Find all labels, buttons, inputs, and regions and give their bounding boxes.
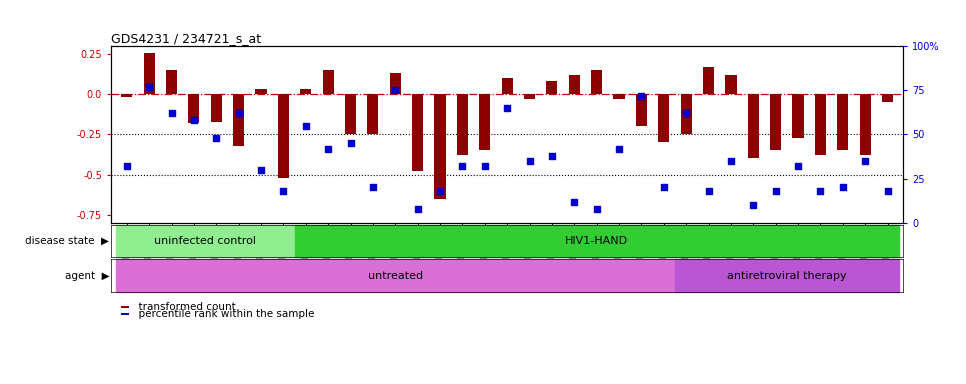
Point — [253, 167, 269, 173]
Bar — [116, 225, 295, 257]
Point — [119, 163, 134, 169]
Bar — [501, 78, 513, 94]
Point — [835, 184, 850, 190]
Point — [656, 184, 671, 190]
Bar — [675, 259, 898, 292]
Point — [231, 110, 246, 116]
Point — [634, 93, 649, 99]
Point — [275, 188, 291, 194]
Text: GDS4231 / 234721_s_at: GDS4231 / 234721_s_at — [111, 32, 261, 45]
Text: disease state  ▶: disease state ▶ — [25, 236, 109, 246]
Bar — [255, 89, 267, 94]
Point — [186, 117, 202, 123]
Bar — [703, 67, 714, 94]
Point — [544, 152, 559, 159]
Point — [321, 146, 336, 152]
Bar — [166, 70, 177, 94]
Bar — [412, 94, 423, 171]
Point — [141, 84, 156, 90]
Bar — [547, 81, 557, 94]
Bar — [323, 70, 333, 94]
Point — [410, 205, 425, 212]
Point — [768, 188, 783, 194]
Point — [678, 110, 694, 116]
Point — [343, 140, 358, 146]
Text: uninfected control: uninfected control — [154, 236, 256, 246]
Bar — [748, 94, 759, 159]
Bar — [295, 225, 898, 257]
Point — [858, 158, 873, 164]
Bar — [121, 94, 132, 98]
Bar — [389, 73, 401, 94]
Bar — [435, 94, 445, 199]
Point — [433, 188, 448, 194]
Text: agent  ▶: agent ▶ — [65, 270, 109, 281]
Point — [455, 163, 470, 169]
Bar — [725, 75, 736, 94]
Bar — [882, 94, 894, 102]
Bar — [636, 94, 647, 126]
Bar — [479, 94, 491, 151]
Bar — [524, 94, 535, 99]
Text: transformed count: transformed count — [132, 302, 236, 312]
Bar — [792, 94, 804, 137]
Bar — [144, 53, 155, 94]
Point — [499, 105, 515, 111]
Point — [164, 110, 180, 116]
Point — [700, 188, 716, 194]
Bar — [116, 259, 675, 292]
Point — [611, 146, 627, 152]
Point — [746, 202, 761, 208]
Point — [522, 158, 537, 164]
Point — [477, 163, 493, 169]
Point — [880, 188, 895, 194]
Bar — [770, 94, 781, 151]
Bar — [300, 89, 311, 94]
Bar — [815, 94, 826, 155]
Bar — [211, 94, 222, 122]
Text: antiretroviral therapy: antiretroviral therapy — [727, 270, 846, 281]
Bar — [569, 75, 580, 94]
Point — [387, 87, 403, 93]
Bar — [860, 94, 870, 155]
Bar — [188, 94, 199, 123]
Point — [298, 122, 314, 129]
Point — [209, 135, 224, 141]
Text: HIV1-HAND: HIV1-HAND — [565, 236, 628, 246]
Bar — [345, 94, 356, 134]
Point — [566, 199, 582, 205]
Bar — [838, 94, 848, 151]
Point — [812, 188, 828, 194]
Bar — [681, 94, 692, 134]
Bar — [367, 94, 379, 134]
Bar — [658, 94, 669, 142]
Text: untreated: untreated — [368, 270, 423, 281]
Bar — [591, 70, 602, 94]
Bar — [613, 94, 625, 99]
Point — [589, 205, 605, 212]
Point — [365, 184, 381, 190]
Bar — [233, 94, 244, 146]
Text: percentile rank within the sample: percentile rank within the sample — [132, 309, 315, 319]
Point — [790, 163, 806, 169]
Bar — [278, 94, 289, 178]
Point — [724, 158, 739, 164]
Bar — [457, 94, 468, 155]
